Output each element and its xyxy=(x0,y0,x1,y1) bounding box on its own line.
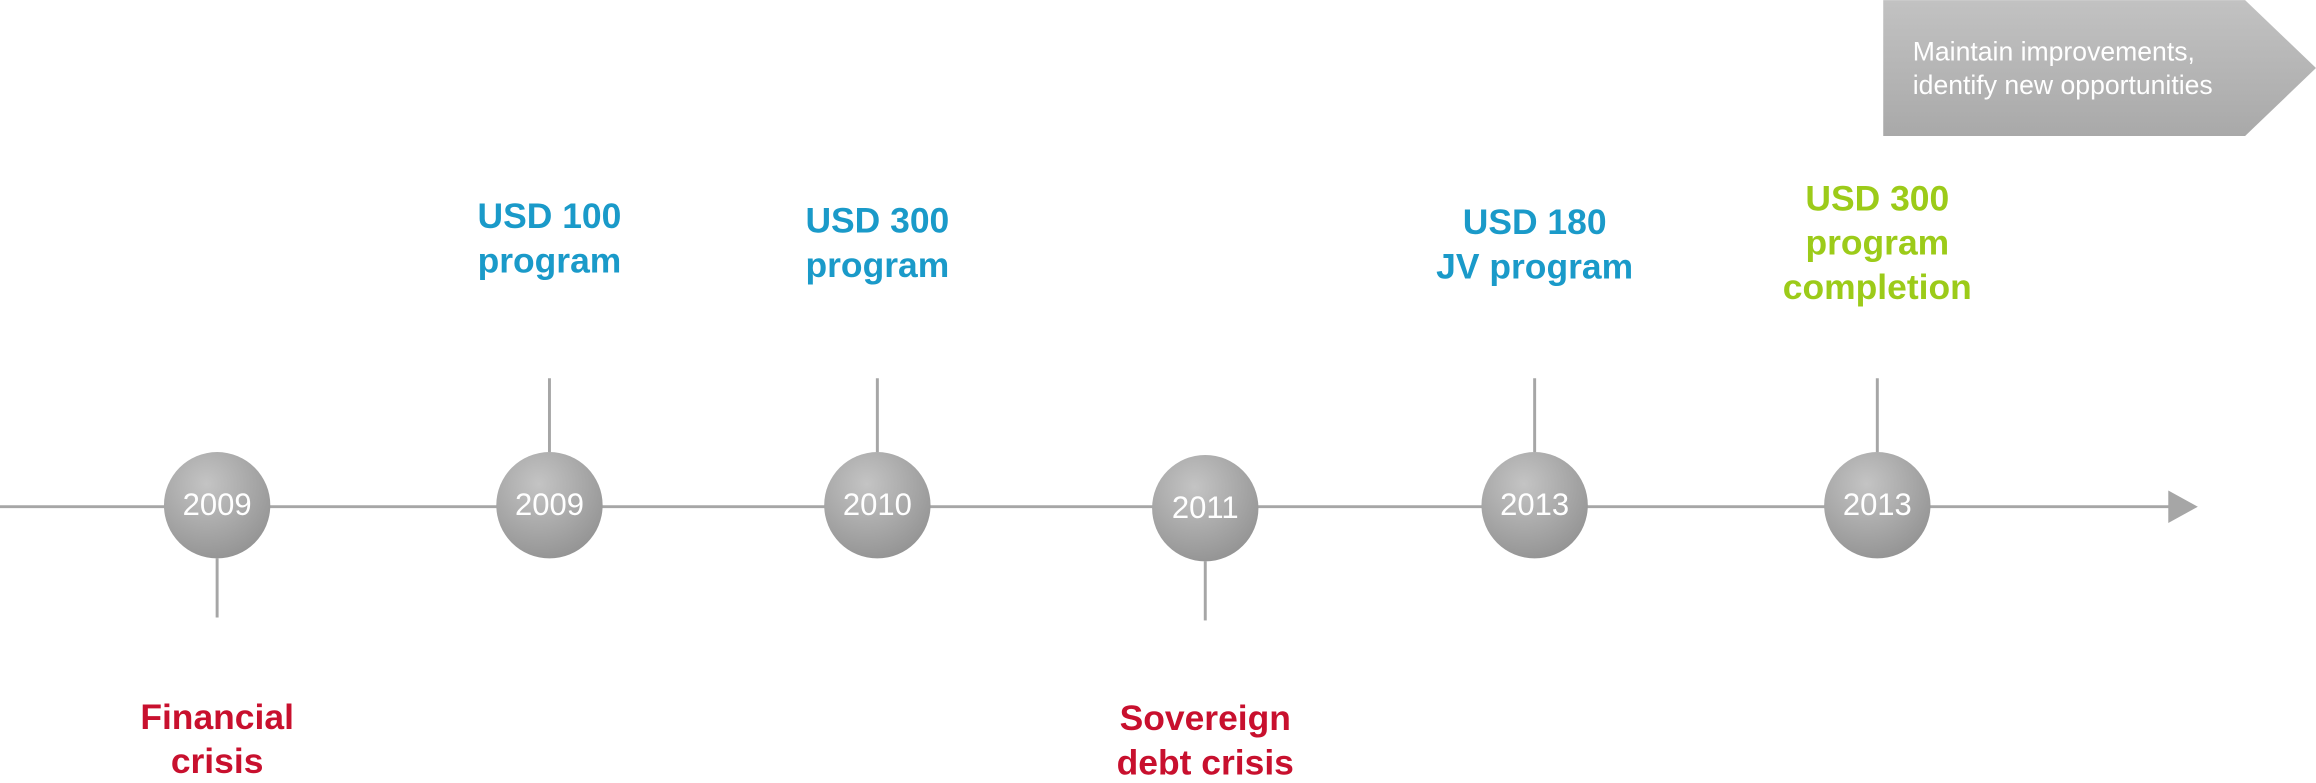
event-label: crisis xyxy=(171,741,264,781)
banner-text: Maintain improvements, xyxy=(1913,36,2195,66)
year-node xyxy=(824,452,931,559)
year-node xyxy=(163,452,271,559)
year-node xyxy=(1824,452,1931,559)
event-label: Financial xyxy=(140,697,294,737)
event-label: program xyxy=(1805,223,1949,263)
event-label: USD 300 xyxy=(1805,178,1949,218)
year-label: 2011 xyxy=(1172,490,1239,525)
banner-arrow xyxy=(1883,0,2316,136)
year-label: 2013 xyxy=(1500,487,1569,522)
year-node xyxy=(1152,455,1259,562)
axis-arrowhead xyxy=(2168,490,2198,523)
year-label: 2010 xyxy=(843,487,912,522)
event-label: Sovereign xyxy=(1120,698,1291,738)
event-label: USD 180 xyxy=(1463,202,1607,242)
event-label: debt crisis xyxy=(1117,743,1294,783)
banner-text: identify new opportunities xyxy=(1913,70,2213,100)
event-label: program xyxy=(478,240,622,280)
event-label: completion xyxy=(1783,267,1972,307)
event-label: JV program xyxy=(1436,246,1633,286)
event-label: program xyxy=(805,245,949,285)
event-label: USD 300 xyxy=(805,200,949,240)
event-label: USD 100 xyxy=(478,196,622,236)
year-node xyxy=(496,452,603,559)
year-label: 2013 xyxy=(1843,487,1912,522)
year-label: 2009 xyxy=(515,487,584,522)
year-label: 2009 xyxy=(183,487,252,522)
year-node xyxy=(1481,452,1588,559)
